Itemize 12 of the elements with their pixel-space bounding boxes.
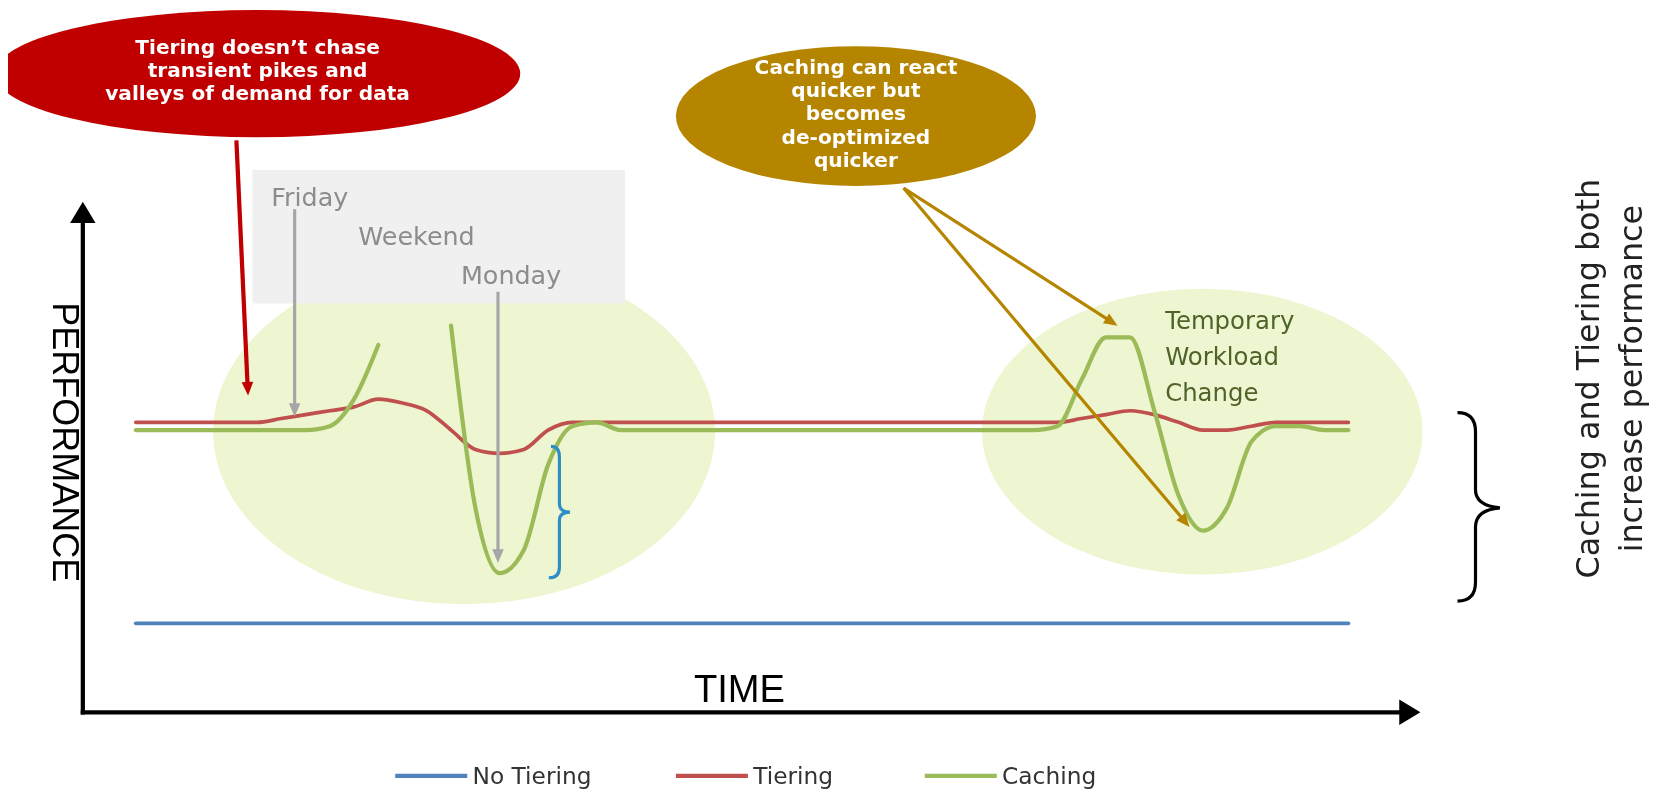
y-axis-title: PERFORMANCE: [45, 302, 87, 583]
text: Weekend: [358, 221, 475, 252]
annotation: Temporary Workload Change: [1164, 305, 1295, 407]
text: Friday: [271, 182, 349, 213]
legend-label: No Tiering: [472, 762, 592, 790]
legend-label: Caching: [1002, 762, 1097, 790]
text: Monday: [460, 260, 562, 291]
legend-label: Tiering: [752, 762, 834, 790]
text: Caching and Tiering both increase performance: [1570, 178, 1649, 579]
text: Tiering doesn’t chase transient pikes and valleys of demand for data: [105, 34, 410, 106]
text: Caching can react quicker but becomes de-optimized quicker: [754, 54, 958, 172]
x-axis-title: TIME: [693, 666, 785, 710]
